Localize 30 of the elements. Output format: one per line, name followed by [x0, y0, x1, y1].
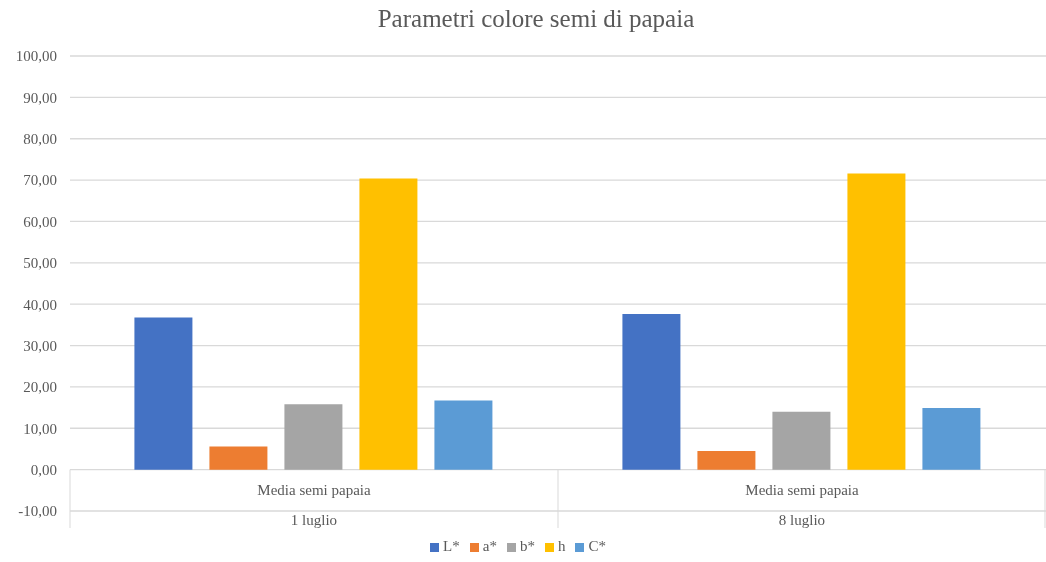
y-tick-label: 60,00	[23, 213, 57, 230]
y-tick-label: 20,00	[23, 379, 57, 396]
bar	[697, 451, 756, 470]
bar	[847, 173, 906, 470]
y-tick-label: 40,00	[23, 296, 57, 313]
y-tick-label: 80,00	[23, 131, 57, 148]
y-tick-label: -10,00	[18, 503, 57, 520]
y-tick-label: 50,00	[23, 255, 57, 272]
bar	[209, 446, 268, 470]
legend-label: C*	[588, 538, 606, 554]
bar	[922, 408, 981, 470]
x-tick-label: Media semi papaia 8 luglio	[745, 482, 859, 528]
y-tick-label: 70,00	[23, 172, 57, 189]
legend-label: a*	[482, 538, 497, 554]
y-tick-label: 30,00	[23, 337, 57, 354]
bar	[284, 404, 343, 470]
bar	[434, 400, 493, 470]
legend-label: L*	[443, 538, 460, 554]
chart-title: Parametri colore semi di papaia	[376, 4, 696, 34]
bar	[622, 314, 681, 470]
legend-label: b*	[519, 538, 535, 554]
y-tick-label: 10,00	[23, 420, 57, 437]
x-tick-label: Media semi papaia 1 luglio	[257, 482, 371, 528]
y-tick-label: 90,00	[23, 89, 57, 106]
bar	[772, 411, 831, 470]
y-tick-label: 100,00	[15, 48, 57, 65]
bar	[134, 317, 193, 470]
y-tick-label: 0,00	[30, 461, 57, 478]
bar	[359, 178, 418, 470]
legend-label: h	[557, 538, 566, 554]
